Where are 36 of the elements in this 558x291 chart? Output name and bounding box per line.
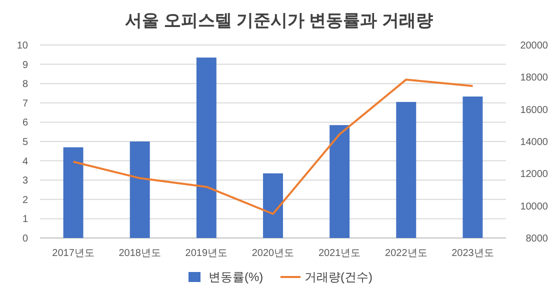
y2-tick-label: 20000 [520,40,548,52]
y-tick-label: 7 [22,98,28,110]
x-tick-label: 2021년도 [318,248,361,259]
legend-label: 변동률(%) [208,270,264,284]
x-tick-label: 2018년도 [118,248,161,259]
y-tick-label: 9 [22,60,28,71]
y-tick-label: 1 [22,214,28,226]
bar [130,142,150,238]
bar [63,147,84,238]
y-tick-label: 10 [16,40,28,52]
bar [462,96,483,238]
bar [263,173,283,238]
legend-label: 거래량(건수) [304,270,372,284]
y2-tick-label: 18000 [520,72,548,84]
y2-tick-label: 16000 [520,104,548,116]
y2-tick-label: 10000 [520,201,548,212]
y-tick-label: 0 [22,234,28,244]
x-tick-label: 2020년도 [252,248,294,259]
y-tick-label: 2 [22,194,28,206]
x-tick-label: 2017년도 [52,248,94,259]
line-series [72,78,474,215]
x-tick-label: 2022년도 [385,248,428,259]
y-tick-label: 5 [22,137,28,148]
y2-tick-label: 14000 [520,137,548,148]
y2-tick-label: 12000 [520,169,548,180]
x-tick-label: 2023년도 [452,248,494,259]
chart-title: 서울 오피스텔 기준시가 변동률과 거래량 [125,11,433,30]
bar [396,102,416,238]
y-tick-label: 4 [22,156,28,168]
y2-tick-label: 8000 [526,234,548,244]
bar [196,58,216,238]
y-tick-label: 3 [22,176,28,187]
y-tick-label: 8 [22,79,28,90]
bar [330,125,350,238]
y-tick-label: 6 [22,118,28,129]
x-tick-label: 2019년도 [185,248,228,259]
